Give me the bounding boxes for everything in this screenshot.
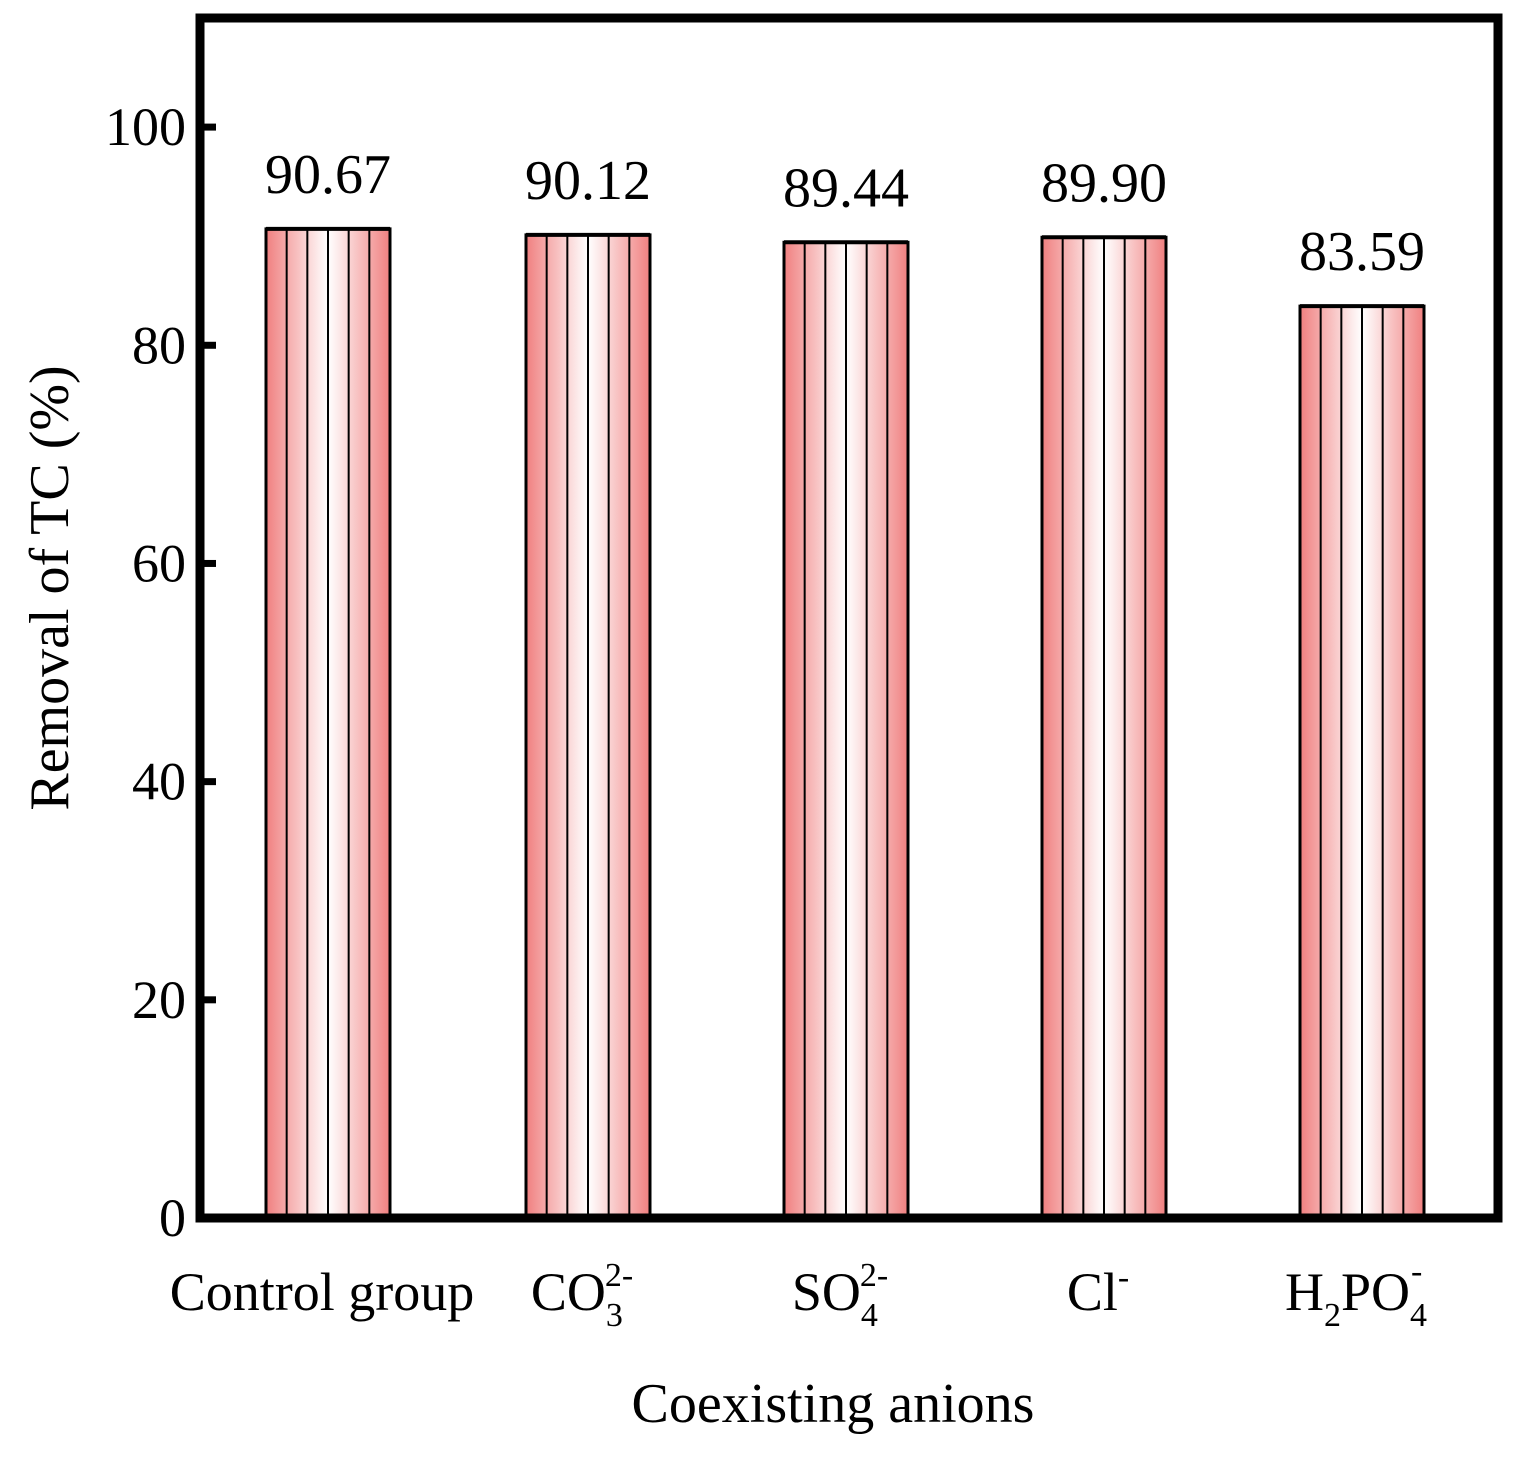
bar-value-label: 89.90 [1041, 152, 1167, 214]
y-tick-label: 80 [132, 315, 186, 375]
bar-value-label: 90.67 [265, 144, 391, 206]
bar-1 [264, 226, 392, 1220]
y-tick-label: 0 [159, 1188, 186, 1248]
bars-group [264, 226, 1426, 1220]
plot-frame [195, 13, 1503, 1223]
bar-value-label: 90.12 [525, 150, 651, 212]
value-labels-group: 90.67 90.12 89.44 89.90 83.59 [265, 144, 1425, 283]
x-category-label: H2PO4- [1285, 1253, 1427, 1334]
y-axis-label: Removal of TC (%) [19, 365, 81, 810]
bar-value-label: 83.59 [1299, 221, 1425, 283]
x-category-label: Control group [170, 1262, 475, 1322]
x-category-label: Cl- [1067, 1259, 1129, 1322]
x-category-label: CO32- [531, 1257, 633, 1334]
y-tick-label: 100 [105, 97, 186, 157]
bar-2 [524, 232, 652, 1220]
y-axis: 0 20 40 60 80 100 [105, 97, 216, 1248]
bar-5 [1298, 304, 1426, 1220]
x-axis-label: Coexisting anions [632, 1373, 1035, 1435]
x-category-label: SO42- [792, 1257, 888, 1334]
y-tick-label: 40 [132, 752, 186, 812]
bar-value-label: 89.44 [783, 157, 909, 219]
y-tick-label: 20 [132, 970, 186, 1030]
bar-4 [1040, 235, 1168, 1220]
y-tick-label: 60 [132, 533, 186, 593]
x-axis-categories: Control group CO32- SO42- Cl- H2PO4- [170, 1253, 1427, 1334]
bar-3 [782, 240, 910, 1220]
